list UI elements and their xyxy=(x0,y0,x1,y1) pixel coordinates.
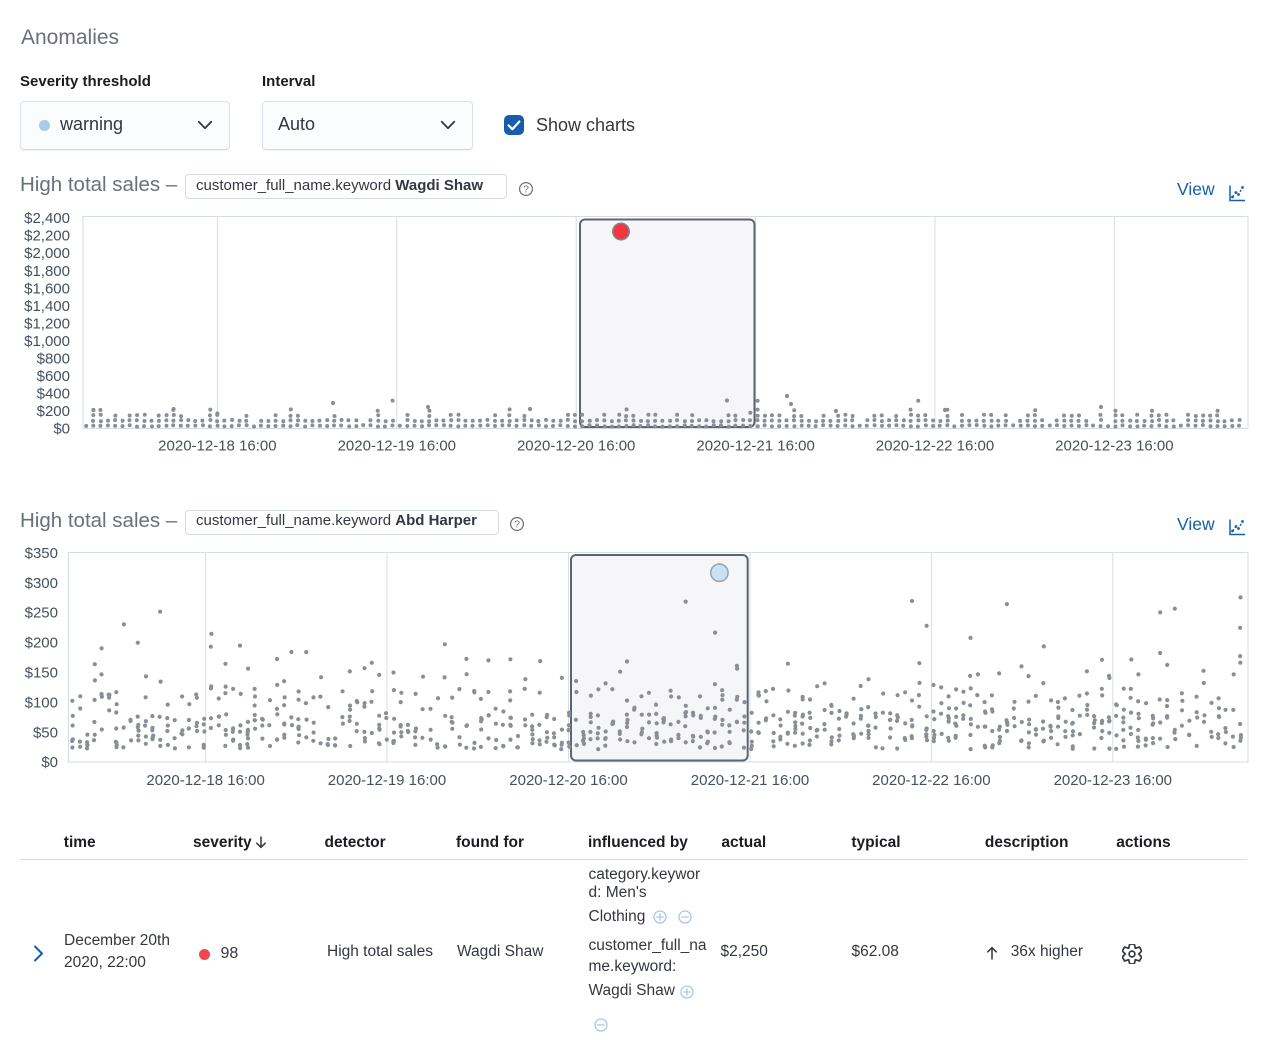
svg-text:2020-12-23 16:00: 2020-12-23 16:00 xyxy=(1055,438,1173,455)
svg-text:$2,200: $2,200 xyxy=(24,228,70,245)
svg-text:$800: $800 xyxy=(37,351,70,368)
svg-text:$150: $150 xyxy=(25,665,58,682)
svg-text:$600: $600 xyxy=(37,368,70,385)
svg-text:?: ? xyxy=(523,183,529,195)
svg-text:$200: $200 xyxy=(25,635,58,652)
svg-text:2020-12-19 16:00: 2020-12-19 16:00 xyxy=(328,772,446,789)
svg-text:?: ? xyxy=(514,518,520,530)
svg-text:$400: $400 xyxy=(37,386,70,403)
svg-text:2020-12-20 16:00: 2020-12-20 16:00 xyxy=(517,438,635,455)
svg-text:2020-12-18 16:00: 2020-12-18 16:00 xyxy=(146,772,264,789)
svg-text:2020-12-19 16:00: 2020-12-19 16:00 xyxy=(338,438,456,455)
svg-text:2020-12-21 16:00: 2020-12-21 16:00 xyxy=(691,772,809,789)
svg-text:2020-12-18 16:00: 2020-12-18 16:00 xyxy=(158,438,276,455)
svg-text:$1,000: $1,000 xyxy=(24,333,70,350)
svg-text:$200: $200 xyxy=(37,403,70,420)
svg-text:$50: $50 xyxy=(33,724,58,741)
svg-text:$0: $0 xyxy=(41,754,58,771)
svg-text:$350: $350 xyxy=(25,545,58,562)
svg-text:$250: $250 xyxy=(25,605,58,622)
svg-text:$0: $0 xyxy=(53,421,70,438)
svg-text:$100: $100 xyxy=(25,694,58,711)
svg-text:$2,000: $2,000 xyxy=(24,245,70,262)
svg-text:$1,200: $1,200 xyxy=(24,315,70,332)
svg-text:$1,600: $1,600 xyxy=(24,280,70,297)
svg-text:$300: $300 xyxy=(25,575,58,592)
svg-text:2020-12-23 16:00: 2020-12-23 16:00 xyxy=(1054,772,1172,789)
svg-text:2020-12-20 16:00: 2020-12-20 16:00 xyxy=(509,772,627,789)
svg-text:$2,400: $2,400 xyxy=(24,210,70,227)
svg-text:2020-12-21 16:00: 2020-12-21 16:00 xyxy=(696,438,814,455)
svg-text:2020-12-22 16:00: 2020-12-22 16:00 xyxy=(872,772,990,789)
svg-text:$1,800: $1,800 xyxy=(24,263,70,280)
svg-text:$1,400: $1,400 xyxy=(24,298,70,315)
svg-text:2020-12-22 16:00: 2020-12-22 16:00 xyxy=(876,438,994,455)
